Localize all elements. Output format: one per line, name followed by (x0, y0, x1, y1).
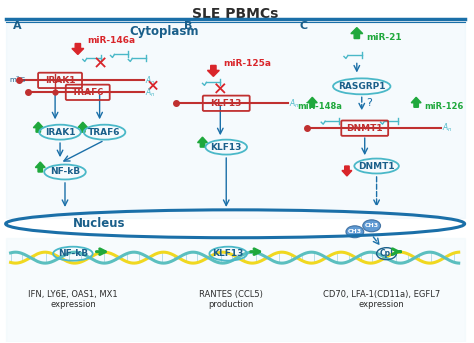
Text: $A_n$: $A_n$ (442, 122, 453, 134)
Text: CpI: CpI (380, 249, 393, 258)
Text: KLF13: KLF13 (210, 143, 242, 152)
Text: miR-148a: miR-148a (298, 102, 342, 111)
Text: Nucleus: Nucleus (73, 217, 126, 230)
Ellipse shape (346, 226, 364, 238)
Text: RASGRP1: RASGRP1 (338, 82, 385, 91)
Text: miR-21: miR-21 (367, 33, 402, 42)
Text: C: C (300, 21, 308, 31)
Text: TRAF6: TRAF6 (72, 88, 104, 97)
Text: Cytoplasm: Cytoplasm (129, 25, 199, 38)
Text: KLF13: KLF13 (212, 249, 244, 258)
Text: $A_n$: $A_n$ (289, 97, 299, 109)
Text: CD70, LFA-1(CD11a), EGFL7
expression: CD70, LFA-1(CD11a), EGFL7 expression (323, 289, 440, 309)
Text: KLF13: KLF13 (210, 99, 242, 108)
Polygon shape (351, 27, 363, 38)
Text: RANTES (CCL5)
production: RANTES (CCL5) production (199, 289, 263, 309)
Text: IFN, LY6E, OAS1, MX1
expression: IFN, LY6E, OAS1, MX1 expression (28, 289, 118, 309)
Text: IRAK1: IRAK1 (45, 128, 75, 137)
Text: NF-kB: NF-kB (50, 167, 80, 177)
Polygon shape (411, 97, 421, 107)
Text: ?: ? (366, 98, 372, 108)
Polygon shape (307, 97, 317, 107)
Text: NF-kB: NF-kB (58, 249, 88, 258)
Polygon shape (342, 166, 352, 176)
Text: $A_n$: $A_n$ (145, 74, 156, 87)
Polygon shape (33, 122, 43, 132)
Text: CH3: CH3 (348, 229, 362, 234)
Polygon shape (198, 137, 208, 147)
Text: miR-146a: miR-146a (87, 36, 135, 45)
Text: IRAK1: IRAK1 (45, 76, 75, 85)
Polygon shape (78, 122, 88, 132)
Text: SLE PBMCs: SLE PBMCs (192, 7, 278, 21)
Text: A: A (13, 21, 21, 31)
Text: DNMT1: DNMT1 (358, 162, 395, 170)
Text: m$^7$G: m$^7$G (9, 75, 26, 86)
Text: DNMT1: DNMT1 (346, 124, 383, 133)
Text: miR-126: miR-126 (424, 102, 464, 111)
Bar (6, 238, 465, 342)
Polygon shape (208, 66, 219, 76)
Text: B: B (184, 21, 192, 31)
Text: $A_n$: $A_n$ (145, 86, 156, 98)
Polygon shape (36, 162, 45, 172)
Polygon shape (72, 44, 84, 55)
Text: CH3: CH3 (365, 223, 379, 228)
Text: TRAF6: TRAF6 (88, 128, 121, 137)
Bar (6, 23, 465, 218)
Ellipse shape (363, 220, 381, 232)
Text: miR-125a: miR-125a (223, 59, 271, 68)
